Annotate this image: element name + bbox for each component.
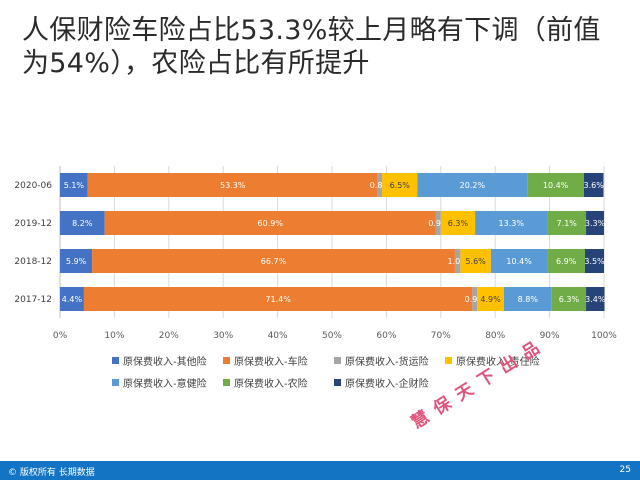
y-category-label: 2018-12: [14, 257, 52, 267]
page-number: 25: [619, 465, 631, 475]
x-tick-label: 40%: [268, 331, 288, 341]
legend-swatch: [112, 356, 119, 364]
legend-item-accident-health: 原保费收入-意健险: [112, 375, 223, 390]
data-label: 10.4%: [543, 181, 569, 190]
data-label: 0.8%: [370, 181, 391, 190]
x-tick-label: 20%: [159, 331, 179, 341]
legend-item-liability: 原保费收入-责任险: [445, 353, 556, 368]
data-label: 3.6%: [583, 181, 604, 190]
bar-segment: [440, 211, 476, 235]
bar-segment: [382, 173, 418, 197]
legend-item-enterprise-property: 原保费收入-企财险: [334, 375, 445, 390]
bar-segment: [435, 211, 441, 235]
page-title: 人保财险车险占比53.3%较上月略有下调（前值为54%），农险占比有所提升: [22, 15, 601, 79]
x-tick-label: 100%: [591, 331, 617, 341]
data-label: 0.9%: [428, 219, 449, 228]
legend-label: 原保费收入-其他险: [123, 356, 207, 368]
x-tick-label: 80%: [485, 331, 505, 341]
bar-segment: [586, 287, 605, 311]
y-category-label: 2017-12: [14, 295, 52, 305]
bar-segment: [104, 211, 436, 235]
data-label: 7.1%: [557, 219, 578, 228]
x-tick-label: 50%: [322, 331, 342, 341]
bar-segment: [60, 249, 93, 273]
data-label: 5.6%: [465, 257, 486, 266]
bar-segment: [583, 173, 604, 197]
legend-label: 原保费收入-责任险: [456, 356, 540, 368]
data-label: 5.9%: [66, 257, 87, 266]
legend-label: 原保费收入-农险: [234, 378, 308, 390]
bar-segment: [472, 287, 478, 311]
bar-segment: [454, 249, 461, 273]
legend-label: 原保费收入-意健险: [123, 378, 207, 390]
data-label: 53.3%: [220, 181, 246, 190]
data-label: 3.3%: [585, 219, 606, 228]
bar-segment: [477, 287, 504, 311]
data-label: 1.0%: [447, 257, 468, 266]
bar-segment: [527, 173, 584, 197]
data-label: 0.9%: [465, 295, 486, 304]
x-tick-label: 70%: [431, 331, 451, 341]
footer-bar: © 版权所有 长期数据 25: [0, 461, 640, 480]
bar-segment: [584, 249, 604, 273]
legend-label: 原保费收入-车险: [234, 356, 308, 368]
chart-legend: 原保费收入-其他险 原保费收入-车险 原保费收入-货运险 原保费收入-责任险 原…: [112, 349, 572, 393]
legend-swatch: [223, 378, 230, 386]
data-label: 4.4%: [62, 295, 83, 304]
legend-swatch: [334, 378, 341, 386]
bar-segment: [87, 173, 378, 197]
bar-segment: [377, 173, 383, 197]
x-tick-label: 60%: [376, 331, 396, 341]
y-category-label: 2019-12: [14, 219, 52, 229]
legend-item-other: 原保费收入-其他险: [112, 353, 223, 368]
bar-segment: [60, 211, 105, 235]
bar-segment: [92, 249, 455, 273]
bar-segment: [547, 211, 587, 235]
legend-swatch: [112, 378, 119, 386]
legend-swatch: [445, 356, 452, 364]
bar-segment: [586, 211, 604, 235]
footer-copyright: © 版权所有 长期数据: [8, 468, 95, 478]
bar-segment: [547, 249, 585, 273]
data-label: 13.3%: [499, 219, 525, 228]
bar-segment: [460, 249, 491, 273]
data-label: 8.2%: [72, 219, 93, 228]
data-label: 6.3%: [559, 295, 580, 304]
bar-segment: [417, 173, 528, 197]
legend-item-cargo: 原保费收入-货运险: [334, 353, 445, 368]
bar-segment: [503, 287, 552, 311]
data-label: 71.4%: [265, 295, 291, 304]
data-label: 6.9%: [556, 257, 577, 266]
legend-item-auto: 原保费收入-车险: [223, 353, 334, 368]
data-label: 6.3%: [448, 219, 469, 228]
data-label: 20.2%: [460, 181, 486, 190]
bar-segment: [60, 173, 88, 197]
data-label: 6.5%: [390, 181, 411, 190]
data-label: 5.1%: [64, 181, 85, 190]
x-tick-label: 30%: [213, 331, 233, 341]
bar-segment: [475, 211, 548, 235]
bar-segment: [551, 287, 587, 311]
data-label: 3.4%: [585, 295, 606, 304]
data-label: 8.8%: [518, 295, 539, 304]
data-label: 10.4%: [506, 257, 532, 266]
legend-item-agriculture: 原保费收入-农险: [223, 375, 334, 390]
y-category-label: 2020-06: [14, 181, 52, 191]
bar-segment: [60, 287, 84, 311]
legend-swatch: [223, 356, 230, 364]
x-tick-label: 10%: [104, 331, 124, 341]
bar-segment: [490, 249, 548, 273]
legend-swatch: [334, 356, 341, 364]
legend-label: 原保费收入-企财险: [345, 378, 429, 390]
data-label: 60.9%: [258, 219, 284, 228]
x-tick-label: 0%: [53, 331, 68, 341]
data-label: 4.9%: [480, 295, 501, 304]
data-label: 3.5%: [584, 257, 605, 266]
data-label: 66.7%: [261, 257, 287, 266]
x-tick-label: 90%: [540, 331, 560, 341]
bar-segment: [83, 287, 473, 311]
legend-label: 原保费收入-货运险: [345, 356, 429, 368]
